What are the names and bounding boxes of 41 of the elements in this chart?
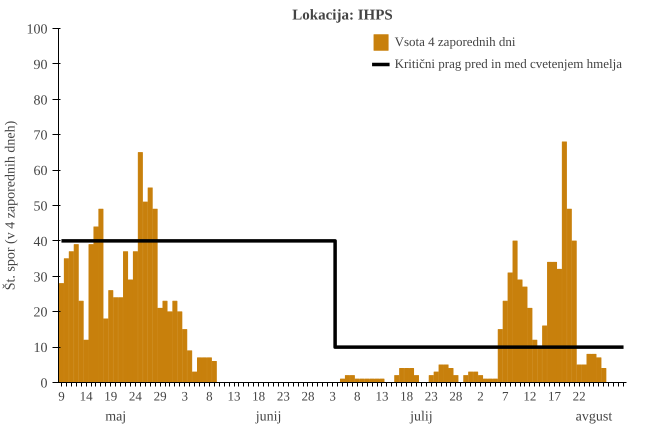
x-tick-label: 8 — [354, 388, 361, 404]
x-tick-label: 17 — [548, 388, 562, 404]
x-tick-label: 29 — [154, 388, 167, 404]
y-tick-label: 70 — [34, 128, 48, 144]
y-tick-label: 0 — [40, 376, 48, 392]
y-tick-label: 80 — [34, 93, 48, 108]
text: maj — [105, 410, 126, 424]
x-tick-label: 3 — [181, 388, 188, 404]
y-tick-label: 30 — [34, 270, 48, 286]
text: avgust — [576, 410, 612, 424]
y-tick-label: 20 — [34, 306, 48, 321]
chart-title: Lokacija: IHPS — [292, 8, 393, 24]
x-tick-label: 3 — [329, 388, 336, 404]
x-tick-label: 13 — [228, 388, 241, 404]
x-tick-label: 23 — [424, 388, 438, 404]
y-axis-title: Št. spor (v 4 zaporednih dneh) — [2, 120, 18, 290]
y-tick-label: 50 — [34, 200, 48, 214]
y-tick-label: 60 — [34, 164, 48, 180]
text: julij — [409, 410, 433, 424]
x-tick-label: 12 — [523, 388, 536, 404]
x-tick-label: 18 — [400, 388, 414, 404]
x-tick-label: 18 — [252, 388, 266, 404]
y-tick-label: 100 — [26, 22, 48, 38]
x-tick-label: 19 — [104, 388, 118, 404]
x-tick-label: 28 — [449, 388, 462, 404]
x-tick-label: 14 — [80, 388, 94, 404]
y-tick-label: 90 — [34, 58, 48, 73]
x-tick-label: 9 — [58, 388, 65, 404]
x-tick-label: 24 — [128, 388, 142, 404]
x-tick-label: 2 — [477, 388, 484, 404]
x-tick-label: 23 — [276, 388, 290, 404]
x-tick-label: 8 — [206, 388, 213, 404]
y-tick-label: 40 — [34, 234, 48, 250]
legend-label: Kritični prag pred in med cvetenjem hmelja — [394, 56, 622, 72]
x-tick-label: 7 — [502, 388, 509, 404]
y-tick-label: 10 — [34, 341, 48, 356]
legend-label: Vsota 4 zaporednih dni — [394, 34, 516, 50]
x-tick-label: 28 — [301, 388, 314, 404]
x-tick-label: 13 — [375, 388, 388, 404]
x-tick-label: 22 — [572, 388, 586, 404]
text: junij — [254, 410, 282, 424]
